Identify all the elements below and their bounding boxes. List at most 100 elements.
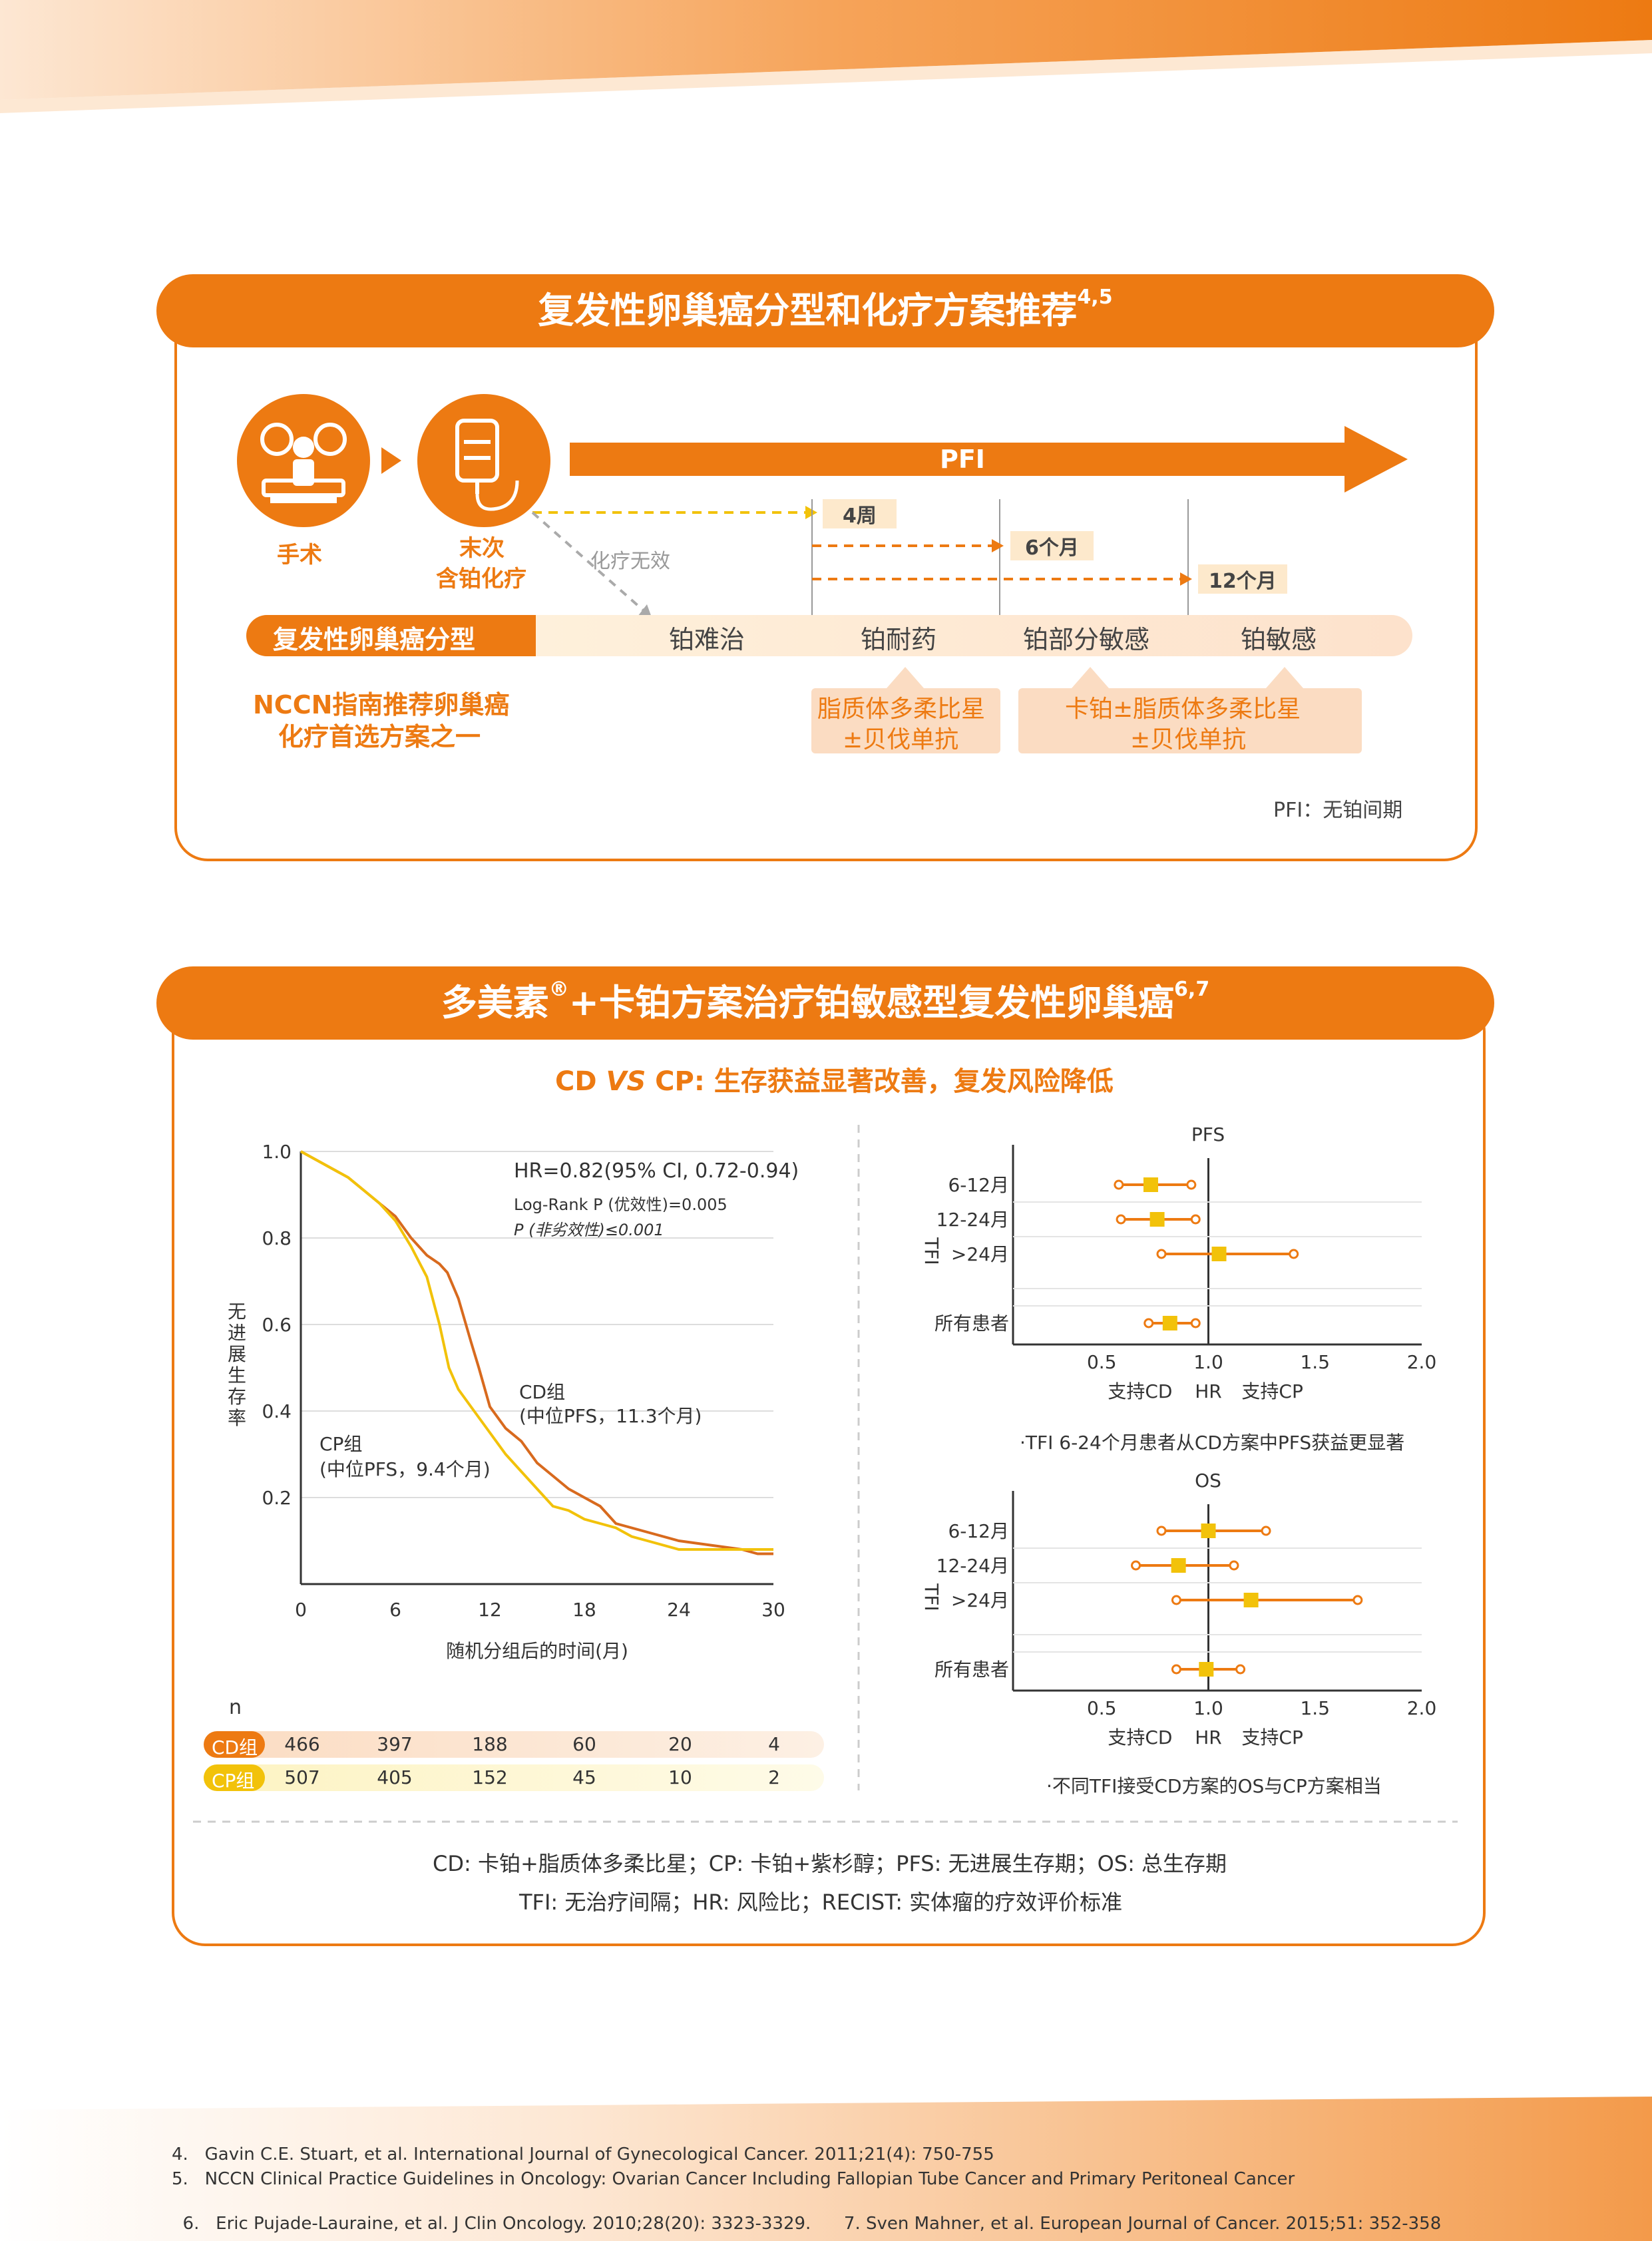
chemo-label-1: 末次 (459, 535, 505, 562)
pfs-hr-point (1149, 1212, 1165, 1227)
time-6m: 6个月 (1010, 531, 1094, 560)
type-partially-sensitive: 铂部分敏感 (1023, 625, 1150, 654)
rec1-line-1: 脂质体多柔比星 (817, 696, 986, 723)
risk-cd-value: 4 (768, 1733, 780, 1755)
section1-box (174, 306, 1478, 861)
reference-5-num: 5. (172, 2169, 188, 2189)
rec2-box (1018, 688, 1362, 753)
pfs-ci-high (1186, 1179, 1197, 1190)
os-ci-high (1261, 1526, 1271, 1536)
pfs-x-tick: 2.0 (1407, 1351, 1437, 1373)
km-y-tick: 0.4 (262, 1400, 292, 1422)
risk-cd-value: 397 (377, 1733, 413, 1755)
pfs-category: 所有患者 (934, 1313, 1009, 1334)
rec2-pointer-right (1266, 667, 1303, 688)
km-y-tick: 0.2 (262, 1487, 292, 1509)
risk-row-cd (206, 1731, 824, 1758)
cp-group-label: CP组 (319, 1433, 363, 1455)
pfs-hr-point (1143, 1177, 1158, 1192)
os-favors-cp: 支持CP (1241, 1727, 1303, 1748)
rec2-pointer-left (1072, 667, 1109, 688)
os-ci-high (1235, 1664, 1246, 1675)
pfs-hr-label: HR (1195, 1380, 1222, 1402)
horizontal-divider (193, 1820, 1458, 1823)
surgery-label: 手术 (277, 542, 322, 568)
pfs-x-tick: 1.0 (1193, 1351, 1223, 1373)
risk-cd-value: 20 (668, 1733, 692, 1755)
os-category: 6-12月 (948, 1520, 1009, 1542)
rec2-line-2: ±贝伐单抗 (1130, 726, 1247, 753)
pfs-category: 6-12月 (948, 1174, 1009, 1196)
logrank-text: Log-Rank P (优效性)=0.005 (514, 1195, 727, 1214)
pfs-note: ·TFI 6-24个月患者从CD方案中PFS获益更显著 (1020, 1432, 1405, 1454)
os-hr-point (1201, 1524, 1216, 1538)
rec1-pointer (887, 667, 924, 688)
type-header-box (246, 615, 536, 656)
section2-title: 多美素®+卡铂方案治疗铂敏感型复发性卵巢癌6,7 (156, 966, 1494, 1040)
km-chart: 0.2 0.4 0.6 0.8 1.0 0 6 12 18 24 30 随机分组后的时间(月) 无进展生… (228, 1141, 785, 1662)
km-line-cp (300, 1150, 773, 1551)
section2-title-rest: +卡铂方案治疗铂敏感型复发性卵巢癌 (568, 982, 1175, 1024)
registered-mark: ® (548, 978, 569, 1001)
pfs-ci-high (1190, 1214, 1201, 1225)
pfs-ci-low (1116, 1214, 1126, 1225)
abbrev-line-2: TFI: 无治疗间隔；HR: 风险比；RECIST: 实体瘤的疗效评价标准 (519, 1890, 1123, 1915)
km-x-tick: 30 (761, 1599, 785, 1621)
reference-6-7: 6. Eric Pujade-Lauraine, et al. J Clin O… (172, 2194, 1442, 2234)
os-forest-plot: OS TFI 0.5 1.0 1.5 2.0 支持CD HR 支持CP 6-12月 12-24月 >2… (921, 1470, 1437, 1748)
subtitle-cd: CD (555, 1066, 606, 1097)
os-x-tick: 1.0 (1193, 1697, 1223, 1719)
section1-title-sup: 4,5 (1077, 286, 1113, 309)
chemo-ineffective: 化疗无效 (590, 550, 670, 573)
os-note: ·不同TFI接受CD方案的OS与CP方案相当 (1046, 1775, 1382, 1797)
pfs-ci-low (1114, 1179, 1124, 1190)
risk-cd-tag (204, 1731, 265, 1758)
type-platinum-resistant: 铂耐药 (861, 625, 937, 654)
pfs-hr-point (1211, 1247, 1227, 1261)
chemo-label-2: 含铂化疗 (436, 566, 526, 592)
pfs-ci-high (1289, 1249, 1299, 1259)
subtitle-rest: CP: 生存获益显著改善，复发风险降低 (646, 1066, 1114, 1097)
risk-cp-value: 405 (377, 1766, 413, 1788)
os-favors-cd: 支持CD (1108, 1727, 1172, 1748)
pfs-category: >24月 (951, 1243, 1009, 1265)
km-y-label-char: 无 (228, 1301, 246, 1323)
pfs-forest-plot: PFS TFI 0.5 1.0 1.5 2.0 支持CD HR 支持CP 6-12月 12-24月 >… (921, 1123, 1437, 1402)
os-category: >24月 (951, 1589, 1009, 1611)
cd-median-label: (中位PFS，11.3个月) (519, 1405, 702, 1427)
subtitle-vs: VS (606, 1066, 646, 1097)
os-x-tick: 2.0 (1407, 1697, 1437, 1719)
os-hr-label: HR (1195, 1727, 1222, 1748)
risk-cp-value: 507 (284, 1766, 320, 1788)
section2-title-text: 多美素 (441, 982, 549, 1024)
vertical-divider (857, 1125, 860, 1790)
cp-median-label: (中位PFS，9.4个月) (319, 1458, 491, 1480)
os-ci-high (1352, 1595, 1363, 1605)
os-category: 12-24月 (936, 1555, 1009, 1577)
os-hr-point (1199, 1662, 1214, 1677)
reference-4-text: Gavin C.E. Stuart, et al. International … (204, 2144, 994, 2164)
section2-box (172, 998, 1486, 1946)
hr-text: HR=0.82(95% CI, 0.72-0.94) (514, 1159, 799, 1183)
km-y-tick: 0.6 (262, 1314, 292, 1336)
os-hr-point (1243, 1593, 1259, 1607)
type-platinum-sensitive: 铂敏感 (1241, 625, 1317, 654)
km-x-tick: 12 (478, 1599, 502, 1621)
reference-5-text: NCCN Clinical Practice Guidelines in Onc… (204, 2169, 1295, 2189)
reference-6-num: 6. (182, 2214, 200, 2234)
surgery-icon (237, 394, 370, 527)
reference-5: 5. NCCN Clinical Practice Guidelines in … (172, 2169, 1295, 2189)
risk-cd-value: 466 (284, 1733, 320, 1755)
bottom-decoration (0, 2097, 1652, 2241)
time-4w: 4周 (823, 499, 897, 528)
time-12m: 12个月 (1198, 564, 1287, 594)
os-ci-low (1171, 1595, 1181, 1605)
pfs-ci-high (1190, 1318, 1201, 1328)
section2-subtitle: CD VS CP: 生存获益显著改善，复发风险降低 (555, 1060, 1114, 1098)
reference-4-num: 4. (172, 2144, 188, 2164)
section1-footnote: PFI：无铂间期 (1273, 799, 1403, 822)
reference-4: 4. Gavin C.E. Stuart, et al. Internation… (172, 2144, 994, 2164)
rec2-line-1: 卡铂±脂质体多柔比星 (1065, 696, 1301, 723)
os-x-tick: 1.5 (1300, 1697, 1330, 1719)
risk-cd-value: 188 (472, 1733, 508, 1755)
